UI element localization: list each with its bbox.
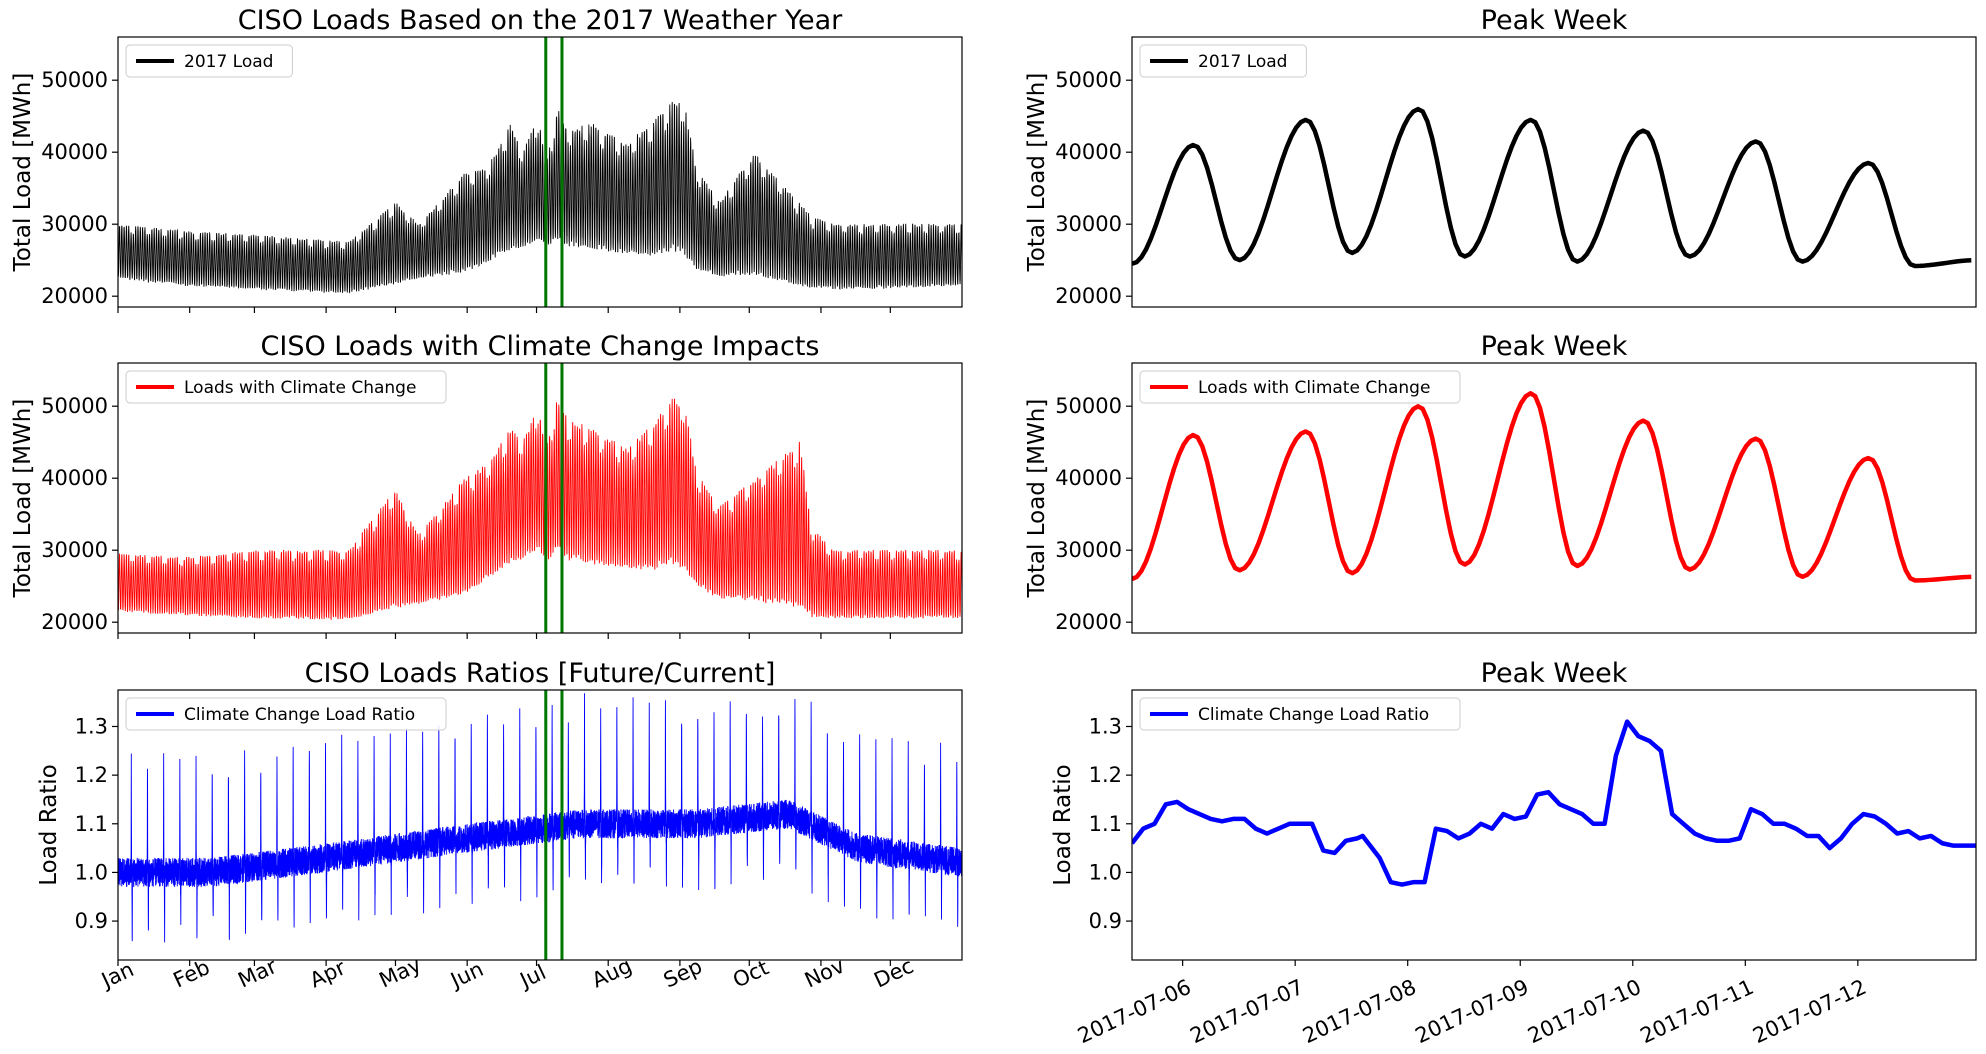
chart-title: Peak Week — [1481, 5, 1628, 36]
legend-box — [125, 697, 447, 731]
y-tick-label: 40000 — [1055, 466, 1122, 490]
y-tick-label: 1.0 — [1089, 860, 1122, 884]
x-tick-label: Jun — [445, 957, 487, 993]
y-tick-label: 20000 — [41, 284, 108, 308]
series-line-Climate Change Load Ratio — [118, 693, 962, 943]
y-tick-label: 1.2 — [1089, 763, 1122, 787]
x-tick-label: 2017-07-12 — [1749, 975, 1870, 1048]
y-tick-label: 20000 — [41, 610, 108, 634]
legend: Climate Change Load Ratio — [125, 697, 447, 731]
legend: 2017 Load — [1139, 44, 1307, 78]
y-axis-label: Total Load [MWh] — [10, 73, 36, 273]
panel-p2: 20000 30000 40000 50000 Peak Week Total Load … — [1024, 5, 1977, 308]
legend-box — [1139, 370, 1461, 404]
y-axis-label: Total Load [MWh] — [1024, 73, 1050, 273]
legend: Loads with Climate Change — [1139, 370, 1461, 404]
y-tick-label: 0.9 — [1089, 909, 1122, 933]
x-tick-label: Apr — [306, 955, 349, 992]
series-line-2017 Load — [1132, 106, 1972, 269]
chart-title: CISO Loads with Climate Change Impacts — [261, 331, 820, 362]
y-tick-label: 30000 — [41, 538, 108, 562]
y-tick-label: 1.1 — [1089, 812, 1122, 836]
y-tick-label: 1.2 — [75, 763, 108, 787]
x-tick-label: 2017-07-11 — [1637, 975, 1758, 1048]
x-tick-label: May — [375, 952, 424, 992]
series-line-2017 Load — [118, 102, 962, 294]
chart-title: Peak Week — [1481, 658, 1628, 689]
y-tick-label: 50000 — [41, 68, 108, 92]
series-line-Loads with Climate Change — [118, 398, 962, 621]
axes-frame — [117, 36, 963, 308]
x-tick-label: 2017-07-08 — [1299, 975, 1420, 1048]
axes-frame — [117, 362, 963, 634]
y-tick-label: 40000 — [41, 140, 108, 164]
chart-title: CISO Loads Based on the 2017 Weather Yea… — [238, 5, 843, 36]
x-tick-label: Oct — [729, 955, 772, 992]
legend-label: Loads with Climate Change — [1198, 378, 1430, 398]
x-tick-label: 2017-07-07 — [1187, 975, 1308, 1048]
plot-area — [118, 398, 962, 621]
plot-area — [1132, 106, 1972, 269]
x-tick-label: 2017-07-09 — [1412, 975, 1533, 1048]
y-tick-label: 50000 — [1055, 394, 1122, 418]
axes-frame — [117, 689, 963, 961]
chart-title: Peak Week — [1481, 331, 1628, 362]
y-tick-label: 20000 — [1055, 284, 1122, 308]
y-tick-label: 50000 — [41, 394, 108, 418]
legend-box — [1139, 697, 1461, 731]
y-tick-label: 30000 — [41, 212, 108, 236]
legend-box — [125, 44, 293, 78]
legend-label: Climate Change Load Ratio — [1198, 705, 1429, 725]
plot-area — [1132, 391, 1972, 583]
axes-frame — [1131, 36, 1977, 308]
y-tick-label: 0.9 — [75, 909, 108, 933]
legend: 2017 Load — [125, 44, 293, 78]
y-axis-label: Total Load [MWh] — [1024, 399, 1050, 599]
y-tick-label: 40000 — [1055, 140, 1122, 164]
axes-frame — [1131, 362, 1977, 634]
x-tick-label: 2017-07-10 — [1524, 975, 1645, 1048]
y-tick-label: 30000 — [1055, 212, 1122, 236]
y-tick-label: 20000 — [1055, 610, 1122, 634]
legend-label: Climate Change Load Ratio — [184, 705, 415, 725]
y-tick-label: 50000 — [1055, 68, 1122, 92]
chart-title: CISO Loads Ratios [Future/Current] — [305, 658, 776, 689]
legend-label: 2017 Load — [1198, 52, 1287, 72]
y-axis-label: Load Ratio — [36, 764, 62, 886]
y-axis-label: Load Ratio — [1050, 764, 1076, 886]
legend: Loads with Climate Change — [125, 370, 447, 404]
series-line-Climate Change Load Ratio — [1132, 719, 1976, 887]
y-tick-label: 1.3 — [75, 714, 108, 738]
axes-frame — [1131, 689, 1977, 961]
y-tick-label: 1.1 — [75, 812, 108, 836]
legend-box — [1139, 44, 1307, 78]
x-tick-label: Aug — [588, 953, 635, 992]
plot-area — [118, 693, 962, 943]
plot-area — [118, 102, 962, 294]
x-tick-label: Jan — [96, 957, 137, 993]
y-tick-label: 30000 — [1055, 538, 1122, 562]
panel-p1: 20000 30000 40000 50000 CISO Loads Based on … — [10, 5, 963, 313]
legend-box — [125, 370, 447, 404]
plot-area — [1132, 719, 1976, 887]
panel-p4: 20000 30000 40000 50000 Peak Week Total Load … — [1024, 331, 1977, 634]
y-tick-label: 40000 — [41, 466, 108, 490]
legend: Climate Change Load Ratio — [1139, 697, 1461, 731]
x-tick-label: Nov — [801, 953, 848, 992]
x-tick-label: 2017-07-06 — [1074, 975, 1195, 1048]
panel-p3: 20000 30000 40000 50000 CISO Loads with Clim… — [10, 331, 963, 639]
x-tick-label: Feb — [170, 955, 214, 992]
legend-label: Loads with Climate Change — [184, 378, 416, 398]
panel-p6: 0.91.01.11.21.32017-07-062017-07-072017-… — [1050, 658, 1977, 1048]
y-tick-label: 1.3 — [1089, 714, 1122, 738]
y-tick-label: 1.0 — [75, 860, 108, 884]
series-line-Loads with Climate Change — [1132, 391, 1972, 583]
y-axis-label: Total Load [MWh] — [10, 399, 36, 599]
x-tick-label: Jul — [515, 960, 550, 993]
legend-label: 2017 Load — [184, 52, 273, 72]
